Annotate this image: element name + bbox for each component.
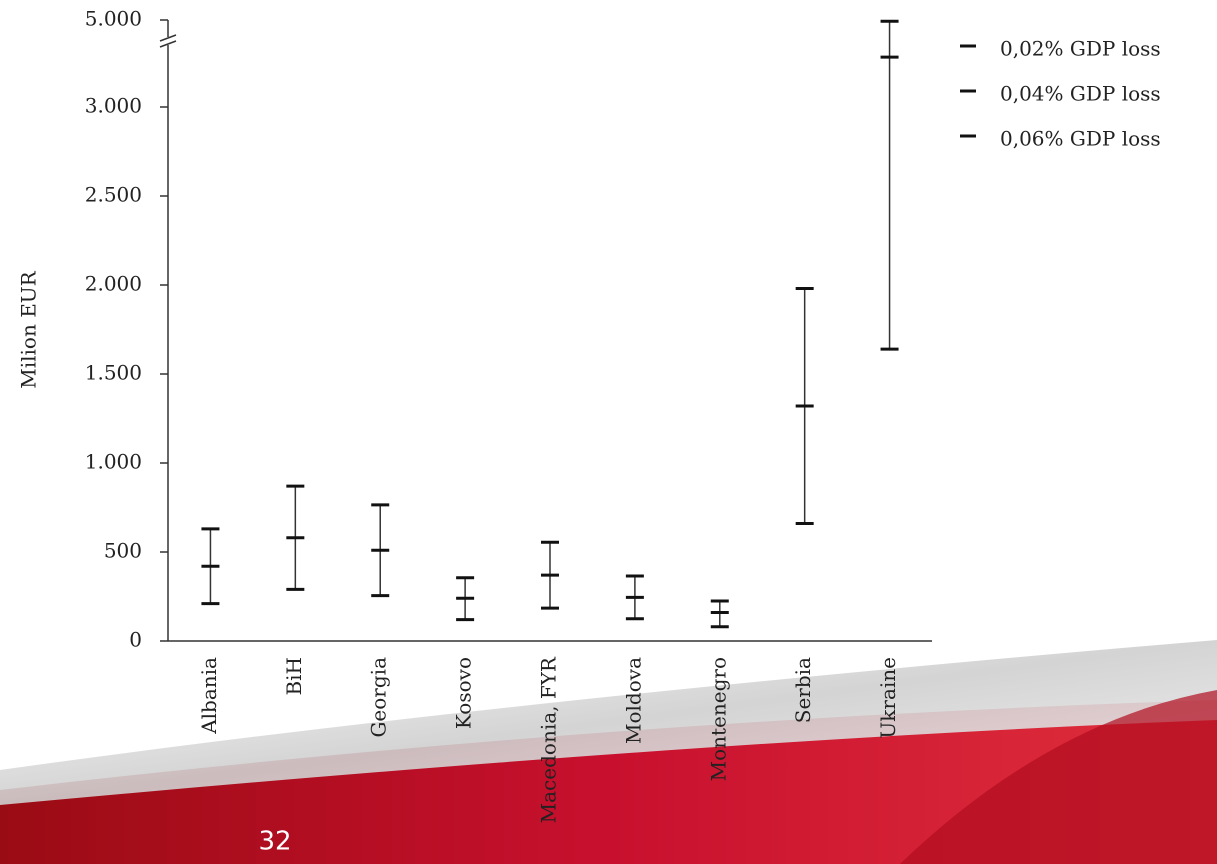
y-tick-label: 2.000 [85,272,142,296]
x-tick-label: Georgia [367,657,391,738]
y-axis-label: Milion EUR [17,270,41,388]
y-tick-label: 2.500 [85,183,142,207]
y-tick-label: 1.500 [85,361,142,385]
x-tick-label: BiH [282,657,306,696]
page-number: 32 [258,827,291,857]
x-tick-label: Montenegro [706,657,730,781]
x-tick-label: Albania [197,657,221,735]
y-tick-label: 3.000 [85,94,142,118]
legend-label: 0,02% GDP loss [1000,37,1161,61]
y-tick-label: 500 [104,539,142,563]
y-tick-label: 5.000 [85,7,142,31]
legend-label: 0,04% GDP loss [1000,82,1161,106]
x-tick-label: Kosovo [452,657,476,729]
y-tick-label: 0 [129,628,142,652]
x-tick-label: Ukraine [876,657,900,739]
x-tick-label: Macedonia, FYR [537,656,561,823]
y-tick-label: 1.000 [85,450,142,474]
x-tick-label: Moldova [621,657,645,744]
slide: 32 Milion EUR 0 500 1.000 1.500 2.000 2.500 3.… [0,0,1217,864]
legend-label: 0,06% GDP loss [1000,127,1161,151]
x-tick-label: Serbia [791,657,815,723]
